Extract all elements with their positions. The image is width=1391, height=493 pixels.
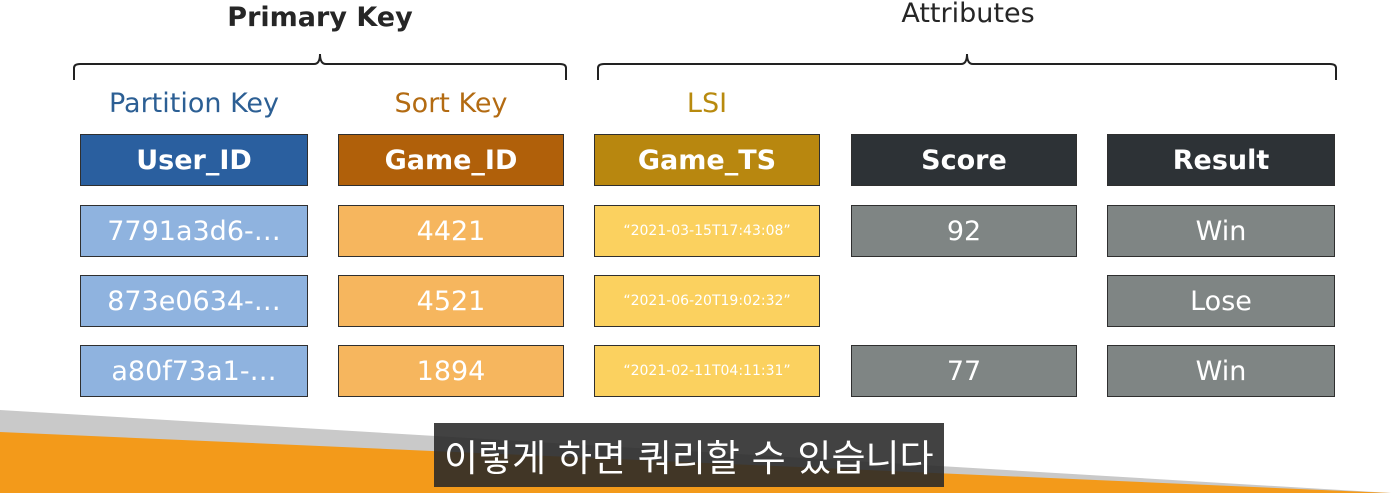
cell-game-ts: “2021-06-20T19:02:32” [594,275,820,327]
cell-game-id: 1894 [338,345,564,397]
cell-game-ts: “2021-03-15T17:43:08” [594,205,820,257]
cell-user-id: a80f73a1-… [80,345,308,397]
attributes-heading: Attributes [901,0,1035,29]
header-game-id: Game_ID [338,134,564,186]
primary-key-heading: Primary Key [227,2,413,33]
primary-key-brace [73,53,567,80]
cell-user-id: 873e0634-… [80,275,308,327]
subtitle-caption: 이렇게 하면 쿼리할 수 있습니다 [434,423,944,487]
header-game-ts: Game_TS [594,134,820,186]
cell-game-ts: “2021-02-11T04:11:31” [594,345,820,397]
attributes-brace [597,53,1337,80]
cell-result: Lose [1107,275,1335,327]
cell-result: Win [1107,345,1335,397]
lsi-label: LSI [686,88,728,119]
header-result: Result [1107,134,1335,186]
header-score: Score [851,134,1077,186]
partition-key-label: Partition Key [108,88,280,119]
header-user-id: User_ID [80,134,308,186]
cell-score: 92 [851,205,1077,257]
sort-key-label: Sort Key [394,88,508,119]
cell-result: Win [1107,205,1335,257]
cell-game-id: 4521 [338,275,564,327]
cell-game-id: 4421 [338,205,564,257]
cell-user-id: 7791a3d6-… [80,205,308,257]
cell-score: 77 [851,345,1077,397]
